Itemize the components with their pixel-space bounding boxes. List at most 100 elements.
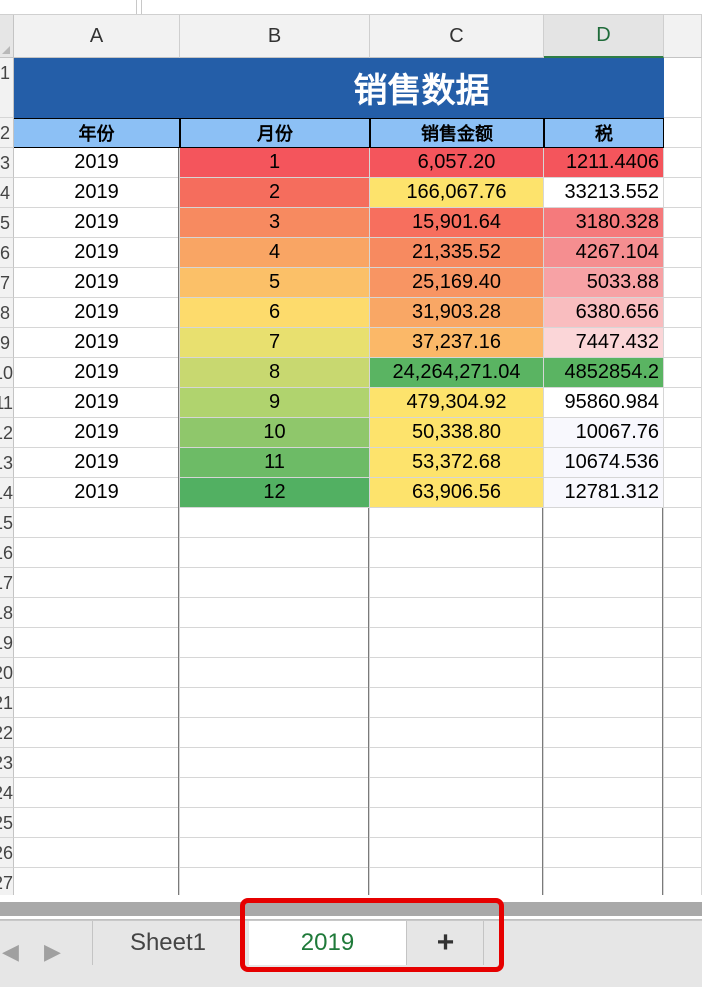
cell-month[interactable]: 3	[180, 208, 370, 238]
empty-cell[interactable]	[180, 508, 370, 538]
empty-cell[interactable]	[664, 538, 702, 568]
cell-year[interactable]: 2019	[14, 178, 180, 208]
empty-cell[interactable]	[664, 208, 702, 238]
column-header-d[interactable]: D	[544, 15, 664, 58]
tab-sheet1[interactable]: Sheet1	[92, 921, 244, 965]
cell-year[interactable]: 2019	[14, 148, 180, 178]
empty-cell[interactable]	[180, 598, 370, 628]
cell-sales[interactable]: 63,906.56	[370, 478, 544, 508]
empty-cell[interactable]	[664, 598, 702, 628]
row-header[interactable]: 21	[0, 688, 14, 718]
row-header[interactable]: 12	[0, 418, 14, 448]
cell-tax[interactable]: 4267.104	[544, 238, 664, 268]
empty-cell[interactable]	[544, 628, 664, 658]
empty-cell[interactable]	[544, 508, 664, 538]
empty-cell[interactable]	[664, 238, 702, 268]
empty-cell[interactable]	[14, 598, 180, 628]
cell-sales[interactable]: 53,372.68	[370, 448, 544, 478]
empty-cell[interactable]	[14, 808, 180, 838]
empty-cell[interactable]	[180, 628, 370, 658]
empty-cell[interactable]	[370, 778, 544, 808]
empty-cell[interactable]	[664, 628, 702, 658]
cell-tax[interactable]: 7447.432	[544, 328, 664, 358]
row-header[interactable]: 1	[0, 58, 14, 118]
select-all-corner[interactable]	[0, 15, 14, 58]
row-header[interactable]: 10	[0, 358, 14, 388]
next-sheet-icon[interactable]: ▶	[44, 939, 61, 964]
empty-cell[interactable]	[544, 598, 664, 628]
empty-cell[interactable]	[180, 778, 370, 808]
row-header[interactable]: 9	[0, 328, 14, 358]
empty-cell[interactable]	[664, 658, 702, 688]
empty-cell[interactable]	[370, 538, 544, 568]
empty-cell[interactable]	[544, 778, 664, 808]
empty-cell[interactable]	[664, 478, 702, 508]
cell-tax[interactable]: 10067.76	[544, 418, 664, 448]
empty-cell[interactable]	[544, 688, 664, 718]
empty-cell[interactable]	[664, 748, 702, 778]
empty-cell[interactable]	[664, 868, 702, 895]
cell-year[interactable]: 2019	[14, 448, 180, 478]
header-year[interactable]: 年份	[14, 118, 180, 148]
empty-cell[interactable]	[544, 718, 664, 748]
empty-cell[interactable]	[664, 448, 702, 478]
cell-tax[interactable]: 5033.88	[544, 268, 664, 298]
row-header[interactable]: 13	[0, 448, 14, 478]
cell-month[interactable]: 6	[180, 298, 370, 328]
empty-cell[interactable]	[14, 868, 180, 895]
empty-cell[interactable]	[180, 838, 370, 868]
cell-tax[interactable]: 95860.984	[544, 388, 664, 418]
cell-year[interactable]: 2019	[14, 418, 180, 448]
empty-cell[interactable]	[544, 658, 664, 688]
row-header[interactable]: 6	[0, 238, 14, 268]
empty-cell[interactable]	[370, 628, 544, 658]
empty-cell[interactable]	[180, 538, 370, 568]
empty-cell[interactable]	[180, 868, 370, 895]
column-header-b[interactable]: B	[180, 15, 370, 58]
prev-sheet-icon[interactable]: ◀	[2, 939, 19, 964]
row-header[interactable]: 3	[0, 148, 14, 178]
empty-cell[interactable]	[14, 688, 180, 718]
empty-cell[interactable]	[370, 808, 544, 838]
header-tax[interactable]: 税	[544, 118, 664, 148]
header-month[interactable]: 月份	[180, 118, 370, 148]
row-header[interactable]: 27	[0, 868, 14, 895]
cell-sales[interactable]: 37,237.16	[370, 328, 544, 358]
row-header[interactable]: 25	[0, 808, 14, 838]
empty-cell[interactable]	[370, 688, 544, 718]
empty-cell[interactable]	[664, 298, 702, 328]
empty-cell[interactable]	[664, 178, 702, 208]
cell-sales[interactable]: 479,304.92	[370, 388, 544, 418]
row-header[interactable]: 7	[0, 268, 14, 298]
cell-tax[interactable]: 10674.536	[544, 448, 664, 478]
cell-year[interactable]: 2019	[14, 358, 180, 388]
cell-month[interactable]: 10	[180, 418, 370, 448]
row-header[interactable]: 20	[0, 658, 14, 688]
empty-cell[interactable]	[664, 328, 702, 358]
empty-cell[interactable]	[544, 538, 664, 568]
cell-year[interactable]: 2019	[14, 388, 180, 418]
cell-tax[interactable]: 4852854.2	[544, 358, 664, 388]
row-header[interactable]: 17	[0, 568, 14, 598]
sheet-title[interactable]: 销售数据	[180, 58, 664, 118]
row-header[interactable]: 11	[0, 388, 14, 418]
row-header[interactable]: 2	[0, 118, 14, 148]
cell-tax[interactable]: 1211.4406	[544, 148, 664, 178]
row-header[interactable]: 5	[0, 208, 14, 238]
empty-cell[interactable]	[544, 838, 664, 868]
cell-sales[interactable]: 15,901.64	[370, 208, 544, 238]
cell-tax[interactable]: 6380.656	[544, 298, 664, 328]
empty-cell[interactable]	[664, 118, 702, 148]
cell-month[interactable]: 4	[180, 238, 370, 268]
cell-sales[interactable]: 25,169.40	[370, 268, 544, 298]
cell-year[interactable]: 2019	[14, 208, 180, 238]
empty-cell[interactable]	[370, 598, 544, 628]
empty-cell[interactable]	[370, 568, 544, 598]
row-header[interactable]: 18	[0, 598, 14, 628]
cell-tax[interactable]: 33213.552	[544, 178, 664, 208]
empty-cell[interactable]	[370, 838, 544, 868]
empty-cell[interactable]	[664, 778, 702, 808]
row-header[interactable]: 23	[0, 748, 14, 778]
cell-sales[interactable]: 21,335.52	[370, 238, 544, 268]
empty-cell[interactable]	[14, 538, 180, 568]
